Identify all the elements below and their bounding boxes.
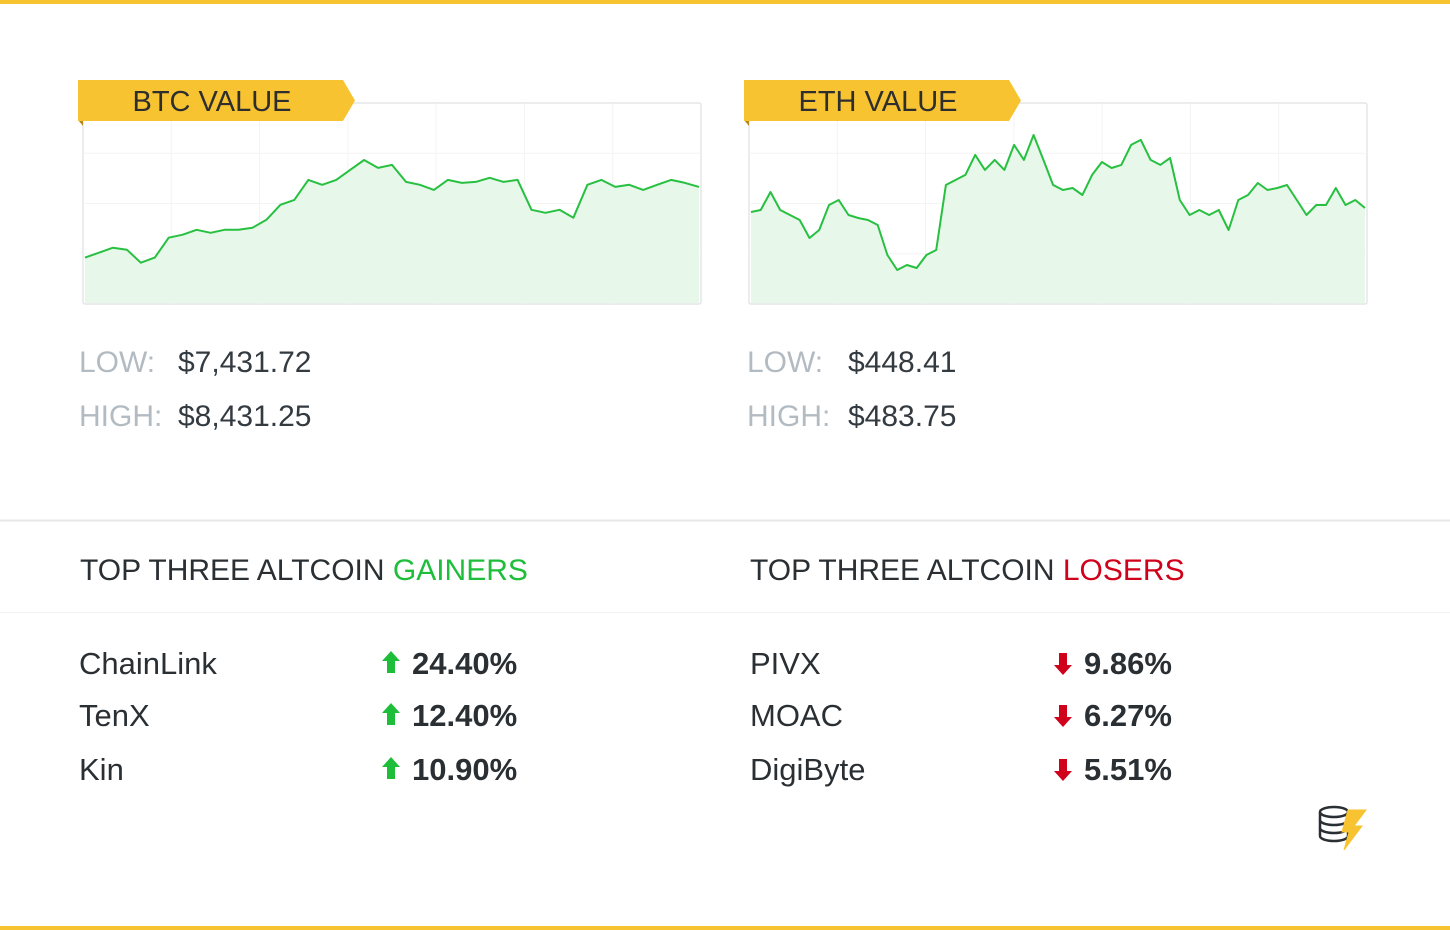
heading-highlight: GAINERS xyxy=(393,554,528,587)
low-value: $7,431.72 xyxy=(178,346,311,379)
coin-name: TenX xyxy=(79,698,150,733)
coin-change: 5.51% xyxy=(1084,752,1172,787)
line xyxy=(84,159,700,264)
coin-change: 6.27% xyxy=(1084,698,1172,733)
heading-highlight: LOSERS xyxy=(1063,554,1185,587)
low-label: LOW: xyxy=(79,346,155,379)
arrow-down xyxy=(1054,705,1072,727)
area xyxy=(751,135,1365,303)
ribbon-fold xyxy=(78,120,83,126)
coin-name: Kin xyxy=(79,752,124,787)
arrow-up xyxy=(382,703,400,725)
high-label: HIGH: xyxy=(79,400,162,433)
chart: ETH VALUE xyxy=(744,80,1368,305)
area xyxy=(85,160,699,303)
coin-name: PIVX xyxy=(750,646,821,681)
section-heading: TOP THREE ALTCOIN LOSERS xyxy=(750,554,1185,587)
coin-name: MOAC xyxy=(750,698,843,733)
arrow-down xyxy=(1054,759,1072,781)
ribbon-fold xyxy=(744,120,749,126)
coin-change: 9.86% xyxy=(1084,646,1172,681)
coin-change: 24.40% xyxy=(412,646,517,681)
ribbon xyxy=(744,80,1021,121)
coin-change: 10.90% xyxy=(412,752,517,787)
logo xyxy=(1318,805,1367,851)
high-label: HIGH: xyxy=(747,400,830,433)
section-heading: TOP THREE ALTCOIN GAINERS xyxy=(80,554,528,587)
heading-text: TOP THREE ALTCOIN xyxy=(750,554,1055,587)
coin-name: DigiByte xyxy=(750,752,865,787)
bottom-border xyxy=(0,926,1450,930)
coin-change: 12.40% xyxy=(412,698,517,733)
line xyxy=(750,134,1366,271)
arrow-up xyxy=(382,651,400,673)
chart: BTC VALUE xyxy=(78,80,702,305)
high-value: $8,431.25 xyxy=(178,400,311,433)
top-border xyxy=(0,0,1450,4)
high-value: $483.75 xyxy=(848,400,956,433)
chart-title: BTC VALUE xyxy=(132,86,291,118)
chart-title: ETH VALUE xyxy=(798,86,957,118)
arrow-down xyxy=(1054,653,1072,675)
coin-name: ChainLink xyxy=(79,646,217,681)
ribbon xyxy=(78,80,355,121)
heading-text: TOP THREE ALTCOIN xyxy=(80,554,385,587)
arrow-up xyxy=(382,757,400,779)
low-label: LOW: xyxy=(747,346,823,379)
low-value: $448.41 xyxy=(848,346,956,379)
